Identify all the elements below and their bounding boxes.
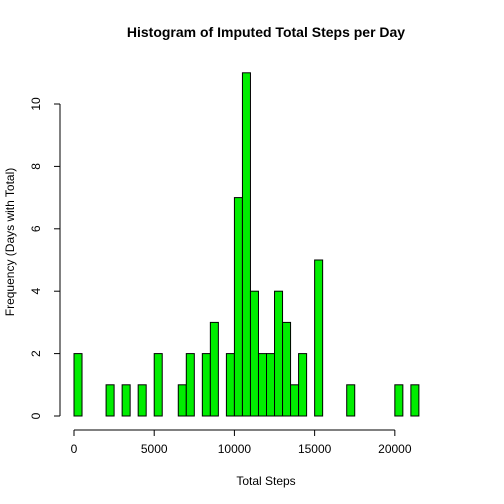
histogram-bar-10000-10500	[233, 197, 243, 417]
histogram-bar-20000-20500	[394, 384, 404, 417]
histogram-bar-21000-21500	[410, 384, 420, 417]
histogram-bar-5000-5500	[153, 353, 163, 417]
histogram-bar-17000-17500	[346, 384, 356, 417]
x-tick-label-0: 0	[71, 442, 78, 456]
bars-group	[73, 72, 420, 417]
histogram-bar-11500-12000	[257, 353, 267, 417]
histogram-bar-15000-15500	[314, 259, 324, 417]
y-tick-label-10: 10	[29, 97, 43, 111]
y-tick-label-6: 6	[29, 225, 43, 232]
x-axis-label: Total Steps	[236, 474, 295, 488]
y-axis-label: Frequency (Days with Total)	[3, 168, 17, 317]
x-tick-label-5000: 5000	[141, 442, 168, 456]
histogram-bar-6500-7000	[177, 384, 187, 417]
histogram-bar-10500-11000	[241, 72, 251, 417]
histogram-bar-12500-13000	[274, 290, 284, 417]
histogram-bar-12000-12500	[266, 353, 276, 417]
y-axis: 0 2 4 6 8 10	[29, 97, 61, 419]
histogram-bar-8500-9000	[209, 321, 219, 417]
x-tick-label-20000: 20000	[378, 442, 412, 456]
histogram-bar-0-500	[73, 353, 83, 417]
y-tick-label-0: 0	[29, 412, 43, 419]
histogram-bar-3000-3500	[121, 384, 131, 417]
x-axis: 0 5000 10000 15000 20000	[71, 429, 412, 456]
histogram-bar-13500-14000	[290, 384, 300, 417]
histogram-bar-11000-11500	[249, 290, 259, 417]
histogram-bar-2000-2500	[105, 384, 115, 417]
chart-title: Histogram of Imputed Total Steps per Day	[127, 24, 405, 40]
histogram-bar-8000-8500	[201, 353, 211, 417]
y-tick-label-2: 2	[29, 350, 43, 357]
y-tick-label-8: 8	[29, 163, 43, 170]
y-tick-label-4: 4	[29, 288, 43, 295]
x-tick-label-10000: 10000	[218, 442, 252, 456]
histogram-bar-9500-10000	[225, 353, 235, 417]
histogram-bar-7000-7500	[185, 353, 195, 417]
histogram-bar-13000-13500	[282, 321, 292, 417]
histogram-bar-4000-4500	[137, 384, 147, 417]
histogram-bar-14000-14500	[298, 353, 308, 417]
x-tick-label-15000: 15000	[298, 442, 332, 456]
